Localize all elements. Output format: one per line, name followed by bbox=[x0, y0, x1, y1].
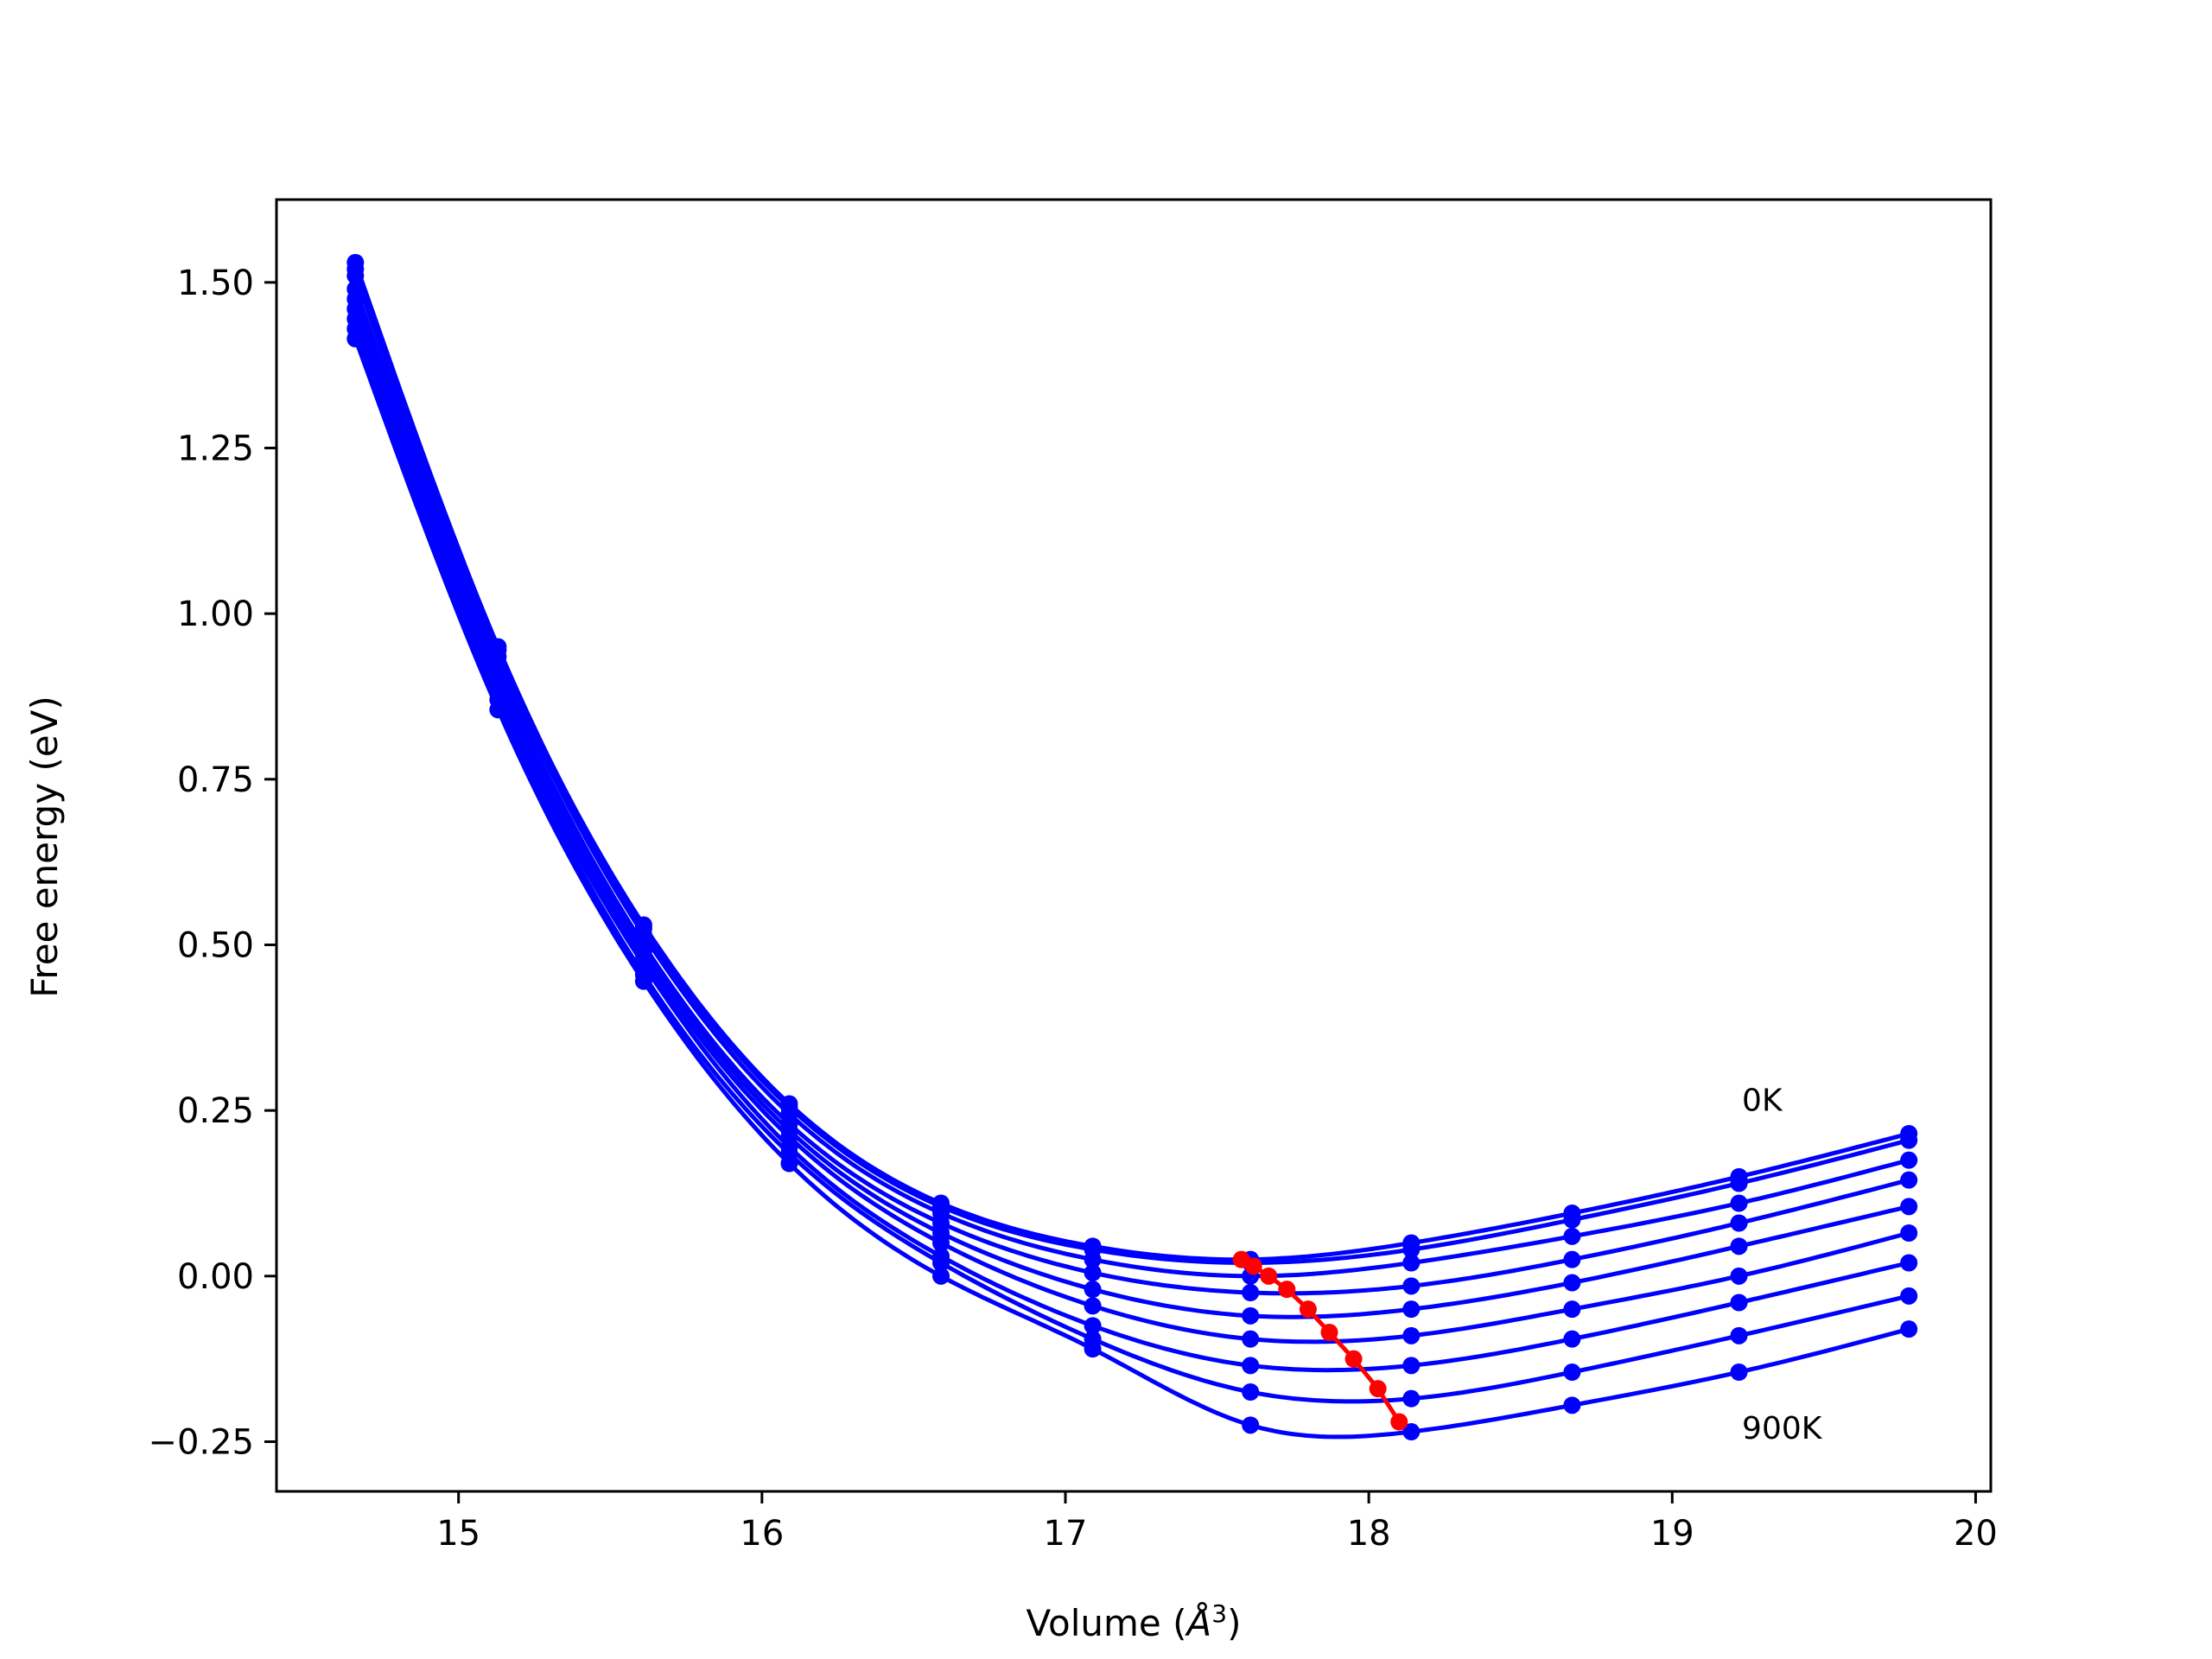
x-axis: 15 16 17 18 19 20 bbox=[436, 1491, 1998, 1554]
series-line-7 bbox=[353, 327, 1910, 1404]
minimum-point bbox=[1260, 1267, 1278, 1285]
data-point bbox=[1730, 1363, 1748, 1381]
y-tick-label: 1.50 bbox=[177, 264, 254, 303]
data-point bbox=[1563, 1274, 1581, 1292]
series-line-6 bbox=[353, 318, 1910, 1373]
minima-layer bbox=[1232, 1250, 1408, 1431]
data-point bbox=[1900, 1224, 1918, 1242]
minimum-point bbox=[1278, 1281, 1296, 1299]
x-tick-label: 20 bbox=[1954, 1514, 1998, 1554]
y-axis: −0.25 0.00 0.25 0.50 0.75 1.00 1.25 1.50 bbox=[148, 264, 276, 1463]
data-point bbox=[1084, 1250, 1102, 1268]
data-point bbox=[1242, 1284, 1260, 1301]
data-point bbox=[1402, 1300, 1421, 1319]
data-point bbox=[489, 701, 507, 719]
x-tick-label: 17 bbox=[1044, 1514, 1088, 1554]
data-point bbox=[1084, 1297, 1102, 1315]
data-point bbox=[1730, 1267, 1748, 1285]
y-tick-label: −0.25 bbox=[148, 1423, 254, 1463]
series-line-4 bbox=[353, 298, 1910, 1319]
annotations: 0K 900K bbox=[1742, 1084, 1823, 1447]
data-point bbox=[1563, 1211, 1581, 1229]
data-point bbox=[1084, 1264, 1102, 1281]
data-point bbox=[1900, 1287, 1918, 1305]
data-point bbox=[1242, 1416, 1260, 1434]
data-point bbox=[1242, 1330, 1260, 1348]
data-point bbox=[1730, 1326, 1748, 1344]
data-point bbox=[1402, 1254, 1421, 1272]
minimum-point bbox=[1344, 1350, 1363, 1368]
data-point bbox=[1730, 1237, 1748, 1255]
series-line-1 bbox=[353, 268, 1910, 1265]
minimum-point bbox=[1390, 1413, 1408, 1431]
series-line-8 bbox=[353, 338, 1910, 1440]
data-point bbox=[1563, 1227, 1581, 1245]
data-point bbox=[1563, 1363, 1581, 1381]
data-point bbox=[1402, 1389, 1421, 1408]
y-tick-label: 0.75 bbox=[177, 760, 254, 800]
data-point bbox=[1563, 1300, 1581, 1319]
data-point bbox=[1084, 1317, 1102, 1335]
y-tick-label: 1.00 bbox=[177, 594, 254, 634]
data-point bbox=[1730, 1214, 1748, 1232]
data-point bbox=[1900, 1198, 1918, 1216]
series-layer bbox=[346, 253, 1918, 1440]
x-tick-label: 16 bbox=[740, 1514, 784, 1554]
data-point bbox=[1900, 1320, 1918, 1338]
annotation-label: 900K bbox=[1742, 1411, 1823, 1446]
minimum-point bbox=[1320, 1324, 1338, 1341]
y-tick-label: 0.25 bbox=[177, 1091, 254, 1131]
data-point bbox=[346, 267, 365, 285]
data-point bbox=[1402, 1241, 1421, 1259]
series-line-0 bbox=[353, 261, 1910, 1262]
y-tick-label: 0.50 bbox=[177, 926, 254, 966]
data-point bbox=[1402, 1357, 1421, 1375]
data-point bbox=[1242, 1383, 1260, 1401]
data-point bbox=[1730, 1174, 1748, 1192]
data-point bbox=[780, 1154, 798, 1173]
data-point bbox=[1402, 1277, 1421, 1295]
y-axis-label: Free energy (eV) bbox=[23, 696, 66, 998]
data-point bbox=[932, 1254, 950, 1272]
minimum-point bbox=[1369, 1380, 1387, 1398]
minimum-point bbox=[1299, 1300, 1317, 1319]
data-point bbox=[1563, 1250, 1581, 1268]
series-line-3 bbox=[353, 288, 1910, 1296]
data-point bbox=[1900, 1254, 1918, 1272]
data-point bbox=[932, 1234, 950, 1252]
x-tick-label: 19 bbox=[1650, 1514, 1694, 1554]
data-point bbox=[932, 1267, 950, 1285]
data-point bbox=[1402, 1423, 1421, 1440]
data-point bbox=[1730, 1194, 1748, 1212]
data-point bbox=[1900, 1131, 1918, 1149]
data-point bbox=[1730, 1294, 1748, 1312]
y-tick-label: 0.00 bbox=[177, 1257, 254, 1297]
data-point bbox=[634, 972, 652, 990]
data-point bbox=[1084, 1281, 1102, 1299]
series-line-5 bbox=[353, 308, 1910, 1344]
data-point bbox=[346, 330, 365, 347]
series-line-2 bbox=[353, 275, 1910, 1279]
data-point bbox=[1242, 1357, 1260, 1375]
plot-frame bbox=[275, 198, 1993, 1493]
data-point bbox=[1402, 1326, 1421, 1344]
data-point bbox=[1242, 1306, 1260, 1325]
minimum-point bbox=[1244, 1257, 1262, 1275]
data-point bbox=[1900, 1171, 1918, 1189]
x-axis-label: Volume (Å3) bbox=[1027, 1599, 1242, 1644]
data-point bbox=[1563, 1396, 1581, 1414]
x-tick-label: 18 bbox=[1347, 1514, 1391, 1554]
data-point bbox=[1900, 1151, 1918, 1169]
annotation-label: 0K bbox=[1742, 1084, 1783, 1119]
data-point bbox=[1563, 1330, 1581, 1348]
y-tick-label: 1.25 bbox=[177, 429, 254, 469]
x-tick-label: 15 bbox=[436, 1514, 480, 1554]
data-point bbox=[1084, 1340, 1102, 1358]
